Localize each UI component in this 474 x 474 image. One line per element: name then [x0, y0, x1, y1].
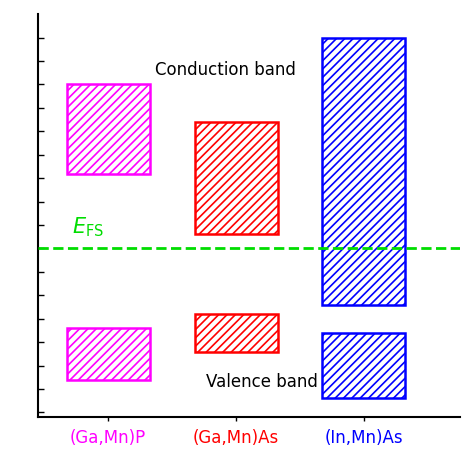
Text: $E_{\mathrm{FS}}$: $E_{\mathrm{FS}}$ [72, 216, 104, 239]
Bar [67, 84, 150, 173]
Text: Valence band: Valence band [206, 373, 318, 391]
Text: Conduction band: Conduction band [155, 62, 296, 80]
Bar [322, 333, 405, 398]
Bar [67, 328, 150, 380]
Bar [322, 37, 405, 305]
Text: (In,Mn)As: (In,Mn)As [325, 429, 403, 447]
Text: (Ga,Mn)P: (Ga,Mn)P [70, 429, 146, 447]
Bar [194, 314, 278, 352]
Bar [194, 122, 278, 235]
Text: (Ga,Mn)As: (Ga,Mn)As [193, 429, 279, 447]
